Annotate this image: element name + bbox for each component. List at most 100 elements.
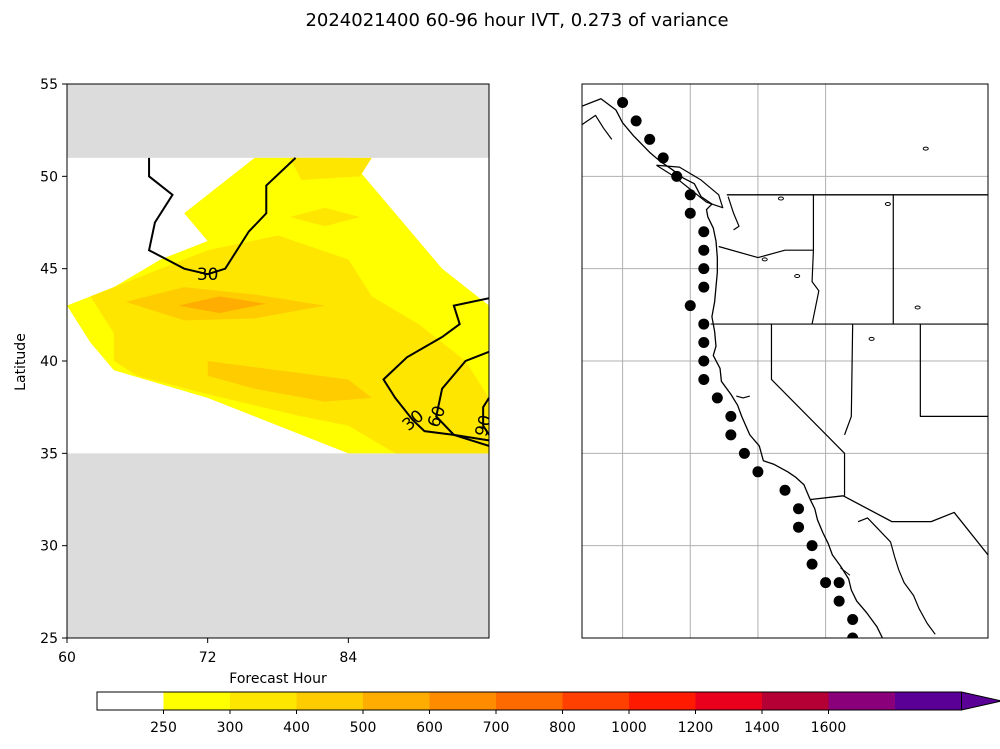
coastline <box>582 98 884 638</box>
us-mexico-border <box>810 495 988 556</box>
map-markers <box>617 96 859 638</box>
sf-bay <box>736 395 750 399</box>
colorbar-tick-label: 800 <box>549 720 576 736</box>
map-marker-point <box>671 170 683 182</box>
map-graticule <box>582 84 988 638</box>
map-marker-point <box>725 429 737 441</box>
colorbar-tick-label: 1000 <box>611 720 647 736</box>
figure-title: 2024021400 60-96 hour IVT, 0.273 of vari… <box>305 10 728 31</box>
map-marker-point <box>752 466 764 478</box>
lake-1 <box>868 336 875 341</box>
colorbar-segment <box>828 692 895 710</box>
x-axis-label: Forecast Hour <box>229 671 327 687</box>
ivt-fill-level-300-2 <box>289 157 372 181</box>
map-marker-point <box>698 337 710 349</box>
map-marker-point <box>698 355 710 367</box>
y-tick-label: 25 <box>40 631 58 647</box>
left-axis-ticks: 60 72 84 25 30 35 40 45 50 55 <box>40 77 357 666</box>
ivt-fill-level-400-5 <box>207 361 372 402</box>
colorbar-segment <box>230 692 297 710</box>
map-marker-point <box>833 595 845 607</box>
haida-gwaii <box>582 114 613 140</box>
colorbar-segment <box>562 692 629 710</box>
map-marker-point <box>711 392 723 404</box>
puget-sound <box>727 196 740 231</box>
map-marker-point <box>698 244 710 256</box>
ivt-contour-90-3 <box>482 397 489 436</box>
ivt-contour-30-0 <box>147 157 297 276</box>
coastal-map-panel <box>581 83 989 639</box>
colorbar-segment <box>496 692 563 710</box>
map-marker-point <box>806 540 818 552</box>
map-marker-point <box>657 152 669 164</box>
y-tick-label: 30 <box>40 539 58 555</box>
y-tick-label: 35 <box>40 446 58 462</box>
map-marker-point <box>698 318 710 330</box>
map-marker-point <box>738 447 750 459</box>
colorbar-segment <box>429 692 496 710</box>
bay-detail <box>840 567 851 576</box>
colorbar-tick-label: 600 <box>416 720 443 736</box>
map-marker-point <box>725 410 737 422</box>
coastline-east <box>987 305 988 308</box>
map-frame <box>581 83 989 639</box>
map-marker-point <box>833 577 845 589</box>
colorbar-tick-label: 500 <box>350 720 377 736</box>
map-marker-point <box>698 373 710 385</box>
wa-or-border <box>718 245 814 259</box>
masked-region-0 <box>67 84 489 158</box>
lake-0 <box>914 305 921 310</box>
colorbar-segment <box>296 692 363 710</box>
x-tick-label: 72 <box>199 650 217 666</box>
x-tick-label: 60 <box>58 650 76 666</box>
y-axis-label: Latitude <box>13 333 29 391</box>
x-tick-label: 84 <box>339 650 357 666</box>
map-coastline-and-borders <box>582 98 988 638</box>
lake-4 <box>922 146 929 151</box>
colorbar-tick-label: 1200 <box>678 720 714 736</box>
ivt-latitude-panel: 30 30 60 90 60 72 84 25 30 35 40 45 50 55 Forecast H… <box>13 77 497 687</box>
ivt-filled-contours <box>67 84 489 638</box>
map-marker-point <box>806 558 818 570</box>
lake-6 <box>761 257 768 262</box>
colorbar-tick-label: 300 <box>217 720 244 736</box>
map-marker-point <box>847 614 859 626</box>
map-marker-point <box>684 189 696 201</box>
map-marker-point <box>698 281 710 293</box>
map-marker-point <box>630 115 642 127</box>
id-border <box>811 194 820 325</box>
colorbar-tick-label: 400 <box>283 720 310 736</box>
lake-3 <box>777 196 784 201</box>
colorbar-segment <box>363 692 430 710</box>
contour-label-90: 90 <box>472 413 497 439</box>
colorbar-tick-label: 250 <box>150 720 177 736</box>
ca-nv-border <box>770 324 846 496</box>
colorbar-segment <box>629 692 696 710</box>
y-tick-label: 40 <box>40 354 58 370</box>
vancouver-island <box>656 164 724 209</box>
lake-5 <box>884 202 891 207</box>
map-marker-point <box>820 577 832 589</box>
four-corners-border <box>919 324 988 417</box>
map-marker-point <box>684 207 696 219</box>
y-tick-label: 55 <box>40 77 58 93</box>
ivt-contour-30-1 <box>382 297 489 442</box>
map-marker-point <box>617 96 629 108</box>
map-marker-point <box>698 226 710 238</box>
ivt-fill-level-500-6 <box>178 296 267 313</box>
masked-region-1 <box>67 453 489 638</box>
map-marker-point <box>684 300 696 312</box>
ivt-contour-60-2 <box>435 350 489 447</box>
map-marker-point <box>644 133 656 145</box>
map-marker-point <box>698 263 710 275</box>
map-marker-point <box>847 632 859 638</box>
y-tick-label: 50 <box>40 169 58 185</box>
map-marker-point <box>793 521 805 533</box>
colorbar-segment <box>97 692 164 710</box>
colorbar-extend-arrow <box>961 691 1000 711</box>
colorbar-segment <box>163 692 230 710</box>
colorbar-segment <box>695 692 762 710</box>
colorbar-tick-label: 1600 <box>811 720 847 736</box>
map-marker-point <box>779 484 791 496</box>
